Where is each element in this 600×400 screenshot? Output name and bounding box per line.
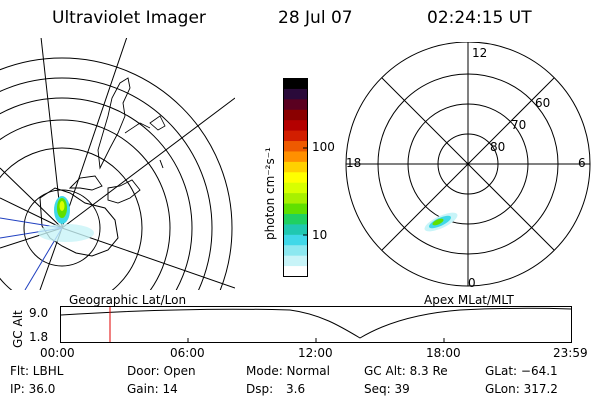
lat-circle — [0, 147, 143, 290]
seq-info: Seq: 39 — [364, 382, 410, 396]
dsp-label: Dsp: — [246, 382, 274, 396]
xtick-1200: 12:00 — [298, 346, 333, 360]
mlt-label-0: 0 — [468, 276, 476, 290]
gc-alt-info: GC Alt: 8.3 Re — [364, 364, 448, 378]
colorbar-segment — [283, 203, 308, 215]
colorbar-segment — [283, 245, 308, 257]
glon-info: GLon: 317.2 — [485, 382, 558, 396]
glat-info: GLat: −64.1 — [485, 364, 558, 378]
lat-circle — [0, 77, 213, 290]
colorbar-segment — [283, 151, 308, 163]
altitude-curve — [60, 307, 572, 339]
xtick-0600: 06:00 — [170, 346, 205, 360]
colorbar-segment — [283, 130, 308, 142]
colorbar-segment — [283, 182, 308, 194]
colorbar-segment — [283, 109, 308, 121]
right-map-caption: Apex MLat/MLT — [424, 293, 514, 307]
colorbar-segment — [283, 78, 308, 90]
lat-circle — [0, 97, 193, 290]
colorbar-segment — [283, 161, 308, 173]
xtick-0000: 00:00 — [40, 346, 75, 360]
mlat-label-70: 70 — [511, 118, 527, 132]
colorbar-segment — [283, 141, 308, 152]
altitude-ylabel: GC Alt — [11, 310, 25, 348]
colorbar-segment — [283, 193, 308, 205]
mode-info: Mode: Normal — [246, 364, 330, 378]
colorbar-segment — [283, 172, 308, 184]
colorbar-unit-label: photon cm⁻²s⁻¹ — [263, 147, 277, 240]
aurora-emission-polar — [424, 212, 458, 232]
left-map-caption: Geographic Lat/Lon — [69, 293, 187, 307]
colorbar-segment — [283, 120, 308, 132]
door-info: Door: Open — [127, 364, 196, 378]
colorbar-tick-10: 10 — [312, 228, 328, 242]
colorbar — [283, 78, 308, 277]
gain-info: Gain: 14 — [127, 382, 178, 396]
time-label: 02:24:15 UT — [427, 8, 532, 28]
app-title: Ultraviolet Imager — [52, 8, 206, 28]
filter-info: Flt: LBHL — [10, 364, 64, 378]
altitude-ytick-1-8: 1.8 — [29, 330, 49, 344]
aurora-emission — [38, 196, 94, 242]
mlat-label-80: 80 — [490, 140, 506, 154]
mlat-mlt-map — [345, 42, 591, 287]
colorbar-segment — [283, 213, 308, 225]
mlt-label-18: 18 — [346, 156, 362, 170]
mlt-label-6: 6 — [578, 156, 586, 170]
colorbar-segment — [283, 224, 308, 236]
ip-info: IP: 36.0 — [10, 382, 56, 396]
colorbar-tick-100: 100 — [312, 140, 335, 154]
geographic-map — [0, 38, 235, 290]
xtick-1800: 18:00 — [426, 346, 461, 360]
lat-circle — [0, 119, 171, 290]
colorbar-segment — [283, 88, 308, 100]
lat-circle — [0, 57, 233, 290]
altitude-plot — [60, 306, 572, 343]
colorbar-segment — [283, 234, 308, 246]
date-label: 28 Jul 07 — [278, 8, 353, 28]
colorbar-segment — [283, 266, 308, 277]
colorbar-segment — [283, 255, 308, 267]
colorbar-segment — [283, 99, 308, 111]
altitude-ytick-9: 9.0 — [29, 306, 49, 320]
mlat-label-60: 60 — [535, 96, 551, 110]
dsp-value: 3.6 — [286, 382, 306, 396]
mlt-label-12: 12 — [472, 46, 488, 60]
xtick-2359: 23:59 — [553, 346, 588, 360]
